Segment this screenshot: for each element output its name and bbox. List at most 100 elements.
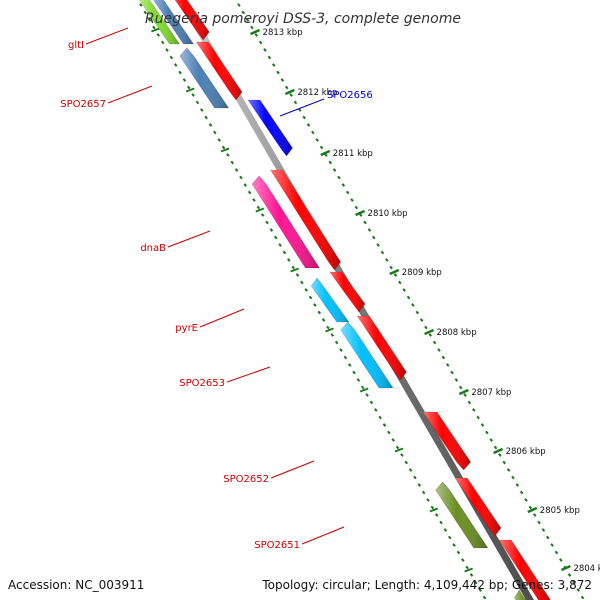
label-spo2652-leader (270, 460, 315, 479)
outer-tick (258, 40, 263, 45)
inner-tick (169, 55, 174, 60)
outer-major-tick (250, 28, 261, 36)
inner-tick (478, 588, 482, 592)
inner-major-tick (359, 387, 369, 393)
ruler-label: 2813 kbp (263, 28, 303, 38)
inner-tick (139, 3, 143, 7)
inner-tick (256, 205, 261, 210)
inner-major-tick (429, 507, 439, 513)
inner-tick (213, 130, 217, 135)
inner-tick (339, 348, 343, 352)
inner-tick (143, 10, 148, 15)
inner-tick (156, 33, 161, 37)
outer-major-tick (389, 268, 400, 276)
label-spo2651-leader (301, 526, 345, 545)
ruler-label: 2806 kbp (506, 447, 546, 457)
ruler-label: 2808 kbp (437, 328, 477, 338)
outer-major-tick (284, 88, 295, 96)
outer-tick (537, 520, 541, 525)
ruler-label: 2809 kbp (402, 268, 442, 278)
label-spo2652: SPO2652 (223, 474, 269, 485)
inner-tick (417, 483, 422, 487)
label-spo2657-leader (107, 85, 153, 104)
inner-tick (226, 153, 230, 157)
inner-tick (173, 63, 178, 67)
gene-glti-shading (153, 0, 194, 44)
outer-tick (450, 370, 454, 375)
inner-tick (287, 258, 291, 262)
inner-tick (439, 520, 443, 525)
outer-tick (350, 198, 354, 202)
outer-tick (559, 558, 563, 562)
inner-tick (152, 25, 156, 30)
gene-pyre-shading (311, 278, 349, 322)
outer-tick (245, 18, 250, 22)
outer-tick (511, 475, 515, 480)
inner-tick (239, 175, 243, 180)
outer-tick (289, 93, 293, 97)
inner-tick (421, 490, 426, 495)
gene-feature-shading (270, 170, 341, 270)
gene-feature-shading (499, 540, 551, 600)
label-dnab-leader (167, 230, 211, 248)
inner-tick (230, 160, 235, 165)
inner-tick (165, 48, 169, 52)
outer-tick (419, 318, 424, 322)
inner-tick (291, 265, 295, 270)
inner-tick (321, 318, 326, 322)
outer-tick (298, 108, 302, 112)
inner-tick (352, 370, 356, 375)
outer-tick (254, 33, 259, 37)
label-pyre: pyrE (175, 323, 198, 334)
inner-tick (369, 400, 374, 405)
gene-feature-shading (196, 42, 242, 100)
outer-tick (476, 415, 480, 420)
inner-tick (208, 123, 213, 127)
inner-tick (469, 573, 474, 577)
gene-feature-shading (514, 590, 527, 600)
outer-tick (367, 228, 372, 232)
outer-tick (515, 483, 520, 487)
outer-tick (493, 445, 498, 450)
outer-tick (550, 543, 554, 547)
outer-tick (480, 423, 485, 427)
inner-tick (147, 18, 152, 22)
inner-tick (160, 40, 165, 45)
inner-tick (243, 183, 248, 187)
outer-tick (458, 385, 463, 390)
ruler-label: 2807 kbp (471, 388, 511, 398)
outer-tick (363, 220, 367, 225)
inner-tick (191, 93, 195, 97)
gene-feature-shading (175, 0, 210, 40)
gene-spo2653-shading (340, 322, 393, 388)
gene-feature-shading (357, 316, 407, 380)
inner-tick (186, 85, 191, 90)
outer-tick (437, 348, 441, 352)
inner-tick (265, 220, 269, 225)
outer-tick (302, 115, 306, 120)
label-dnab: dnaB (140, 243, 166, 254)
inner-tick (182, 78, 187, 82)
inner-tick (365, 393, 369, 397)
outer-major-tick (458, 388, 469, 396)
inner-tick (356, 378, 361, 382)
outer-tick (341, 183, 346, 187)
outer-tick (454, 378, 459, 382)
outer-tick (276, 70, 280, 75)
inner-tick (317, 310, 322, 315)
outer-tick (332, 168, 337, 172)
outer-tick (267, 55, 272, 60)
gene-spo2651-shading (435, 482, 488, 548)
inner-tick (278, 243, 282, 247)
outer-tick (389, 265, 393, 270)
inner-tick (343, 355, 348, 360)
outer-tick (402, 288, 406, 292)
outer-tick (502, 460, 507, 465)
outer-tick (432, 340, 437, 345)
outer-major-tick (527, 506, 538, 514)
inner-major-tick (464, 567, 473, 573)
outer-tick (541, 528, 546, 532)
outer-major-tick (355, 209, 366, 217)
inner-tick (430, 505, 435, 510)
inner-tick (374, 408, 378, 412)
